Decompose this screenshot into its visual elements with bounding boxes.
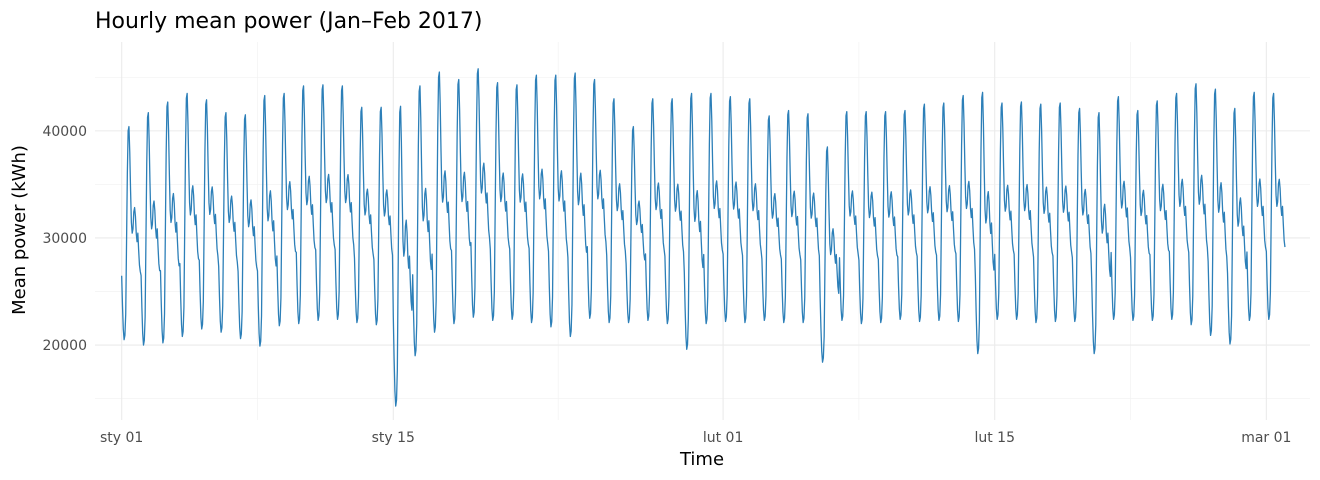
x-tick-label: mar 01 [1241,430,1291,446]
y-tick-label: 30000 [42,231,87,247]
power-series-line [121,68,1286,407]
chart-title: Hourly mean power (Jan–Feb 2017) [95,9,483,34]
x-axis-title: Time [679,449,724,470]
x-tick-label: sty 01 [100,430,143,446]
y-axis-title: Mean power (kWh) [9,145,30,315]
x-tick-label: lut 15 [974,430,1015,446]
x-tick-label: lut 01 [703,430,744,446]
y-tick-label: 40000 [42,124,87,140]
x-axis-tick-labels: sty 01 sty 15 lut 01 lut 15 mar 01 [100,430,1291,446]
x-tick-label: sty 15 [372,430,415,446]
y-axis-tick-labels: 20000 30000 40000 [42,124,87,354]
y-tick-label: 20000 [42,338,87,354]
